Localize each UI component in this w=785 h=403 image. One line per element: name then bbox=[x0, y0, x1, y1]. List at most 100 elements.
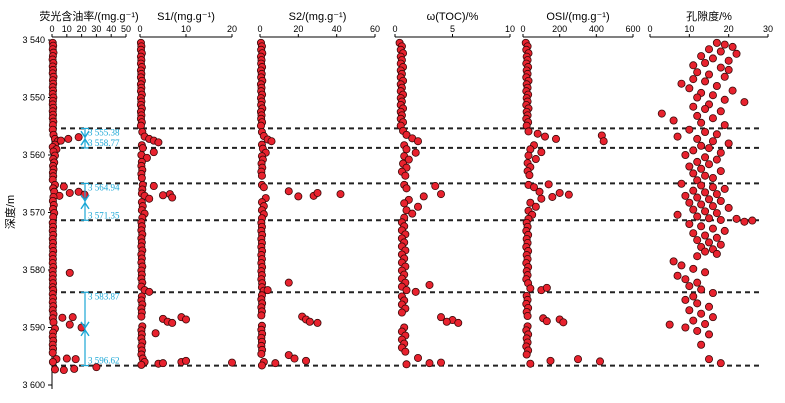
data-point bbox=[689, 146, 698, 155]
data-point bbox=[716, 359, 725, 368]
panel: ω(TOC)/% 0 5 10 bbox=[392, 11, 515, 369]
data-point bbox=[705, 160, 714, 169]
data-point bbox=[402, 360, 411, 369]
depth-tick-label: 3 550 bbox=[22, 93, 45, 103]
data-point bbox=[397, 308, 406, 317]
interval-arrow bbox=[80, 130, 90, 139]
data-point bbox=[259, 183, 268, 192]
data-point bbox=[681, 295, 690, 304]
data-point bbox=[716, 196, 725, 205]
data-point bbox=[720, 95, 729, 104]
depth-tick-label: 3 600 bbox=[22, 380, 45, 390]
data-point bbox=[689, 61, 698, 70]
data-point bbox=[62, 354, 71, 363]
data-point bbox=[531, 202, 540, 211]
data-point bbox=[693, 212, 702, 221]
depth-tick-label: 3 590 bbox=[22, 323, 45, 333]
data-point bbox=[305, 317, 314, 326]
data-point bbox=[158, 359, 167, 368]
panel-x-tick-label: 0 bbox=[520, 24, 525, 34]
data-point bbox=[574, 355, 583, 364]
data-point bbox=[64, 134, 73, 143]
data-point bbox=[524, 127, 533, 136]
data-point bbox=[411, 148, 420, 157]
panel-x-tick-label: 600 bbox=[625, 24, 640, 34]
data-point bbox=[701, 153, 710, 162]
data-point bbox=[720, 184, 729, 193]
data-point bbox=[669, 257, 678, 266]
data-point bbox=[284, 278, 293, 287]
data-point bbox=[701, 188, 710, 197]
data-point bbox=[137, 312, 146, 321]
data-point bbox=[693, 134, 702, 143]
data-point bbox=[526, 359, 535, 368]
interval-bottom-label: 3 596.62 bbox=[88, 356, 120, 366]
data-point bbox=[263, 286, 272, 295]
data-point bbox=[138, 144, 147, 153]
data-point bbox=[524, 151, 533, 160]
depth-tick-label: 3 540 bbox=[22, 35, 45, 45]
data-point bbox=[705, 302, 714, 311]
data-point bbox=[526, 198, 535, 207]
data-point bbox=[732, 214, 741, 223]
data-point bbox=[681, 191, 690, 200]
data-point bbox=[708, 91, 717, 100]
data-point bbox=[697, 52, 706, 61]
data-point bbox=[65, 320, 74, 329]
data-point bbox=[681, 323, 690, 332]
data-point bbox=[697, 285, 706, 294]
depth-axis-label: 深度/m bbox=[3, 195, 17, 229]
data-point bbox=[522, 350, 531, 359]
data-point bbox=[720, 72, 729, 81]
data-point bbox=[681, 275, 690, 284]
data-point bbox=[705, 70, 714, 79]
data-point bbox=[708, 202, 717, 211]
interval-top-label: 3 564.94 bbox=[88, 182, 120, 192]
data-point bbox=[724, 139, 733, 148]
data-point bbox=[697, 118, 706, 127]
panel: 孔隙度/% 0 10 20 30 bbox=[647, 9, 773, 368]
data-point bbox=[720, 226, 729, 235]
data-point bbox=[677, 179, 686, 188]
data-point bbox=[712, 38, 721, 47]
data-point bbox=[705, 214, 714, 223]
data-point bbox=[68, 313, 77, 322]
data-point bbox=[689, 102, 698, 111]
panel: 荧光含油率/(mg.g⁻¹)0 10 20 30 40 50 bbox=[39, 9, 160, 375]
data-point bbox=[151, 329, 160, 338]
data-point bbox=[693, 278, 702, 287]
data-point bbox=[689, 292, 698, 301]
panel-x-tick-label: 10 bbox=[684, 24, 694, 34]
data-point bbox=[716, 63, 725, 72]
data-point bbox=[542, 317, 551, 326]
data-point bbox=[705, 355, 714, 364]
panel-x-tick-label: 0 bbox=[137, 24, 142, 34]
interval-bottom-label: 3 558.77 bbox=[88, 138, 120, 148]
data-point bbox=[697, 200, 706, 209]
data-point bbox=[408, 209, 417, 218]
depth-axis: 深度/m 3 540 3 550 3 560 3 570 3 580 3 590 3 600 bbox=[3, 35, 53, 390]
data-point bbox=[740, 98, 749, 107]
data-point bbox=[685, 125, 694, 134]
data-point bbox=[708, 224, 717, 233]
data-point bbox=[400, 199, 409, 208]
data-point bbox=[425, 280, 434, 289]
data-point bbox=[290, 354, 299, 363]
panel: S1/(mg.g⁻¹) 0 10 20 bbox=[136, 11, 237, 369]
data-point bbox=[689, 169, 698, 178]
data-point bbox=[681, 150, 690, 159]
data-point bbox=[533, 129, 542, 138]
data-point bbox=[708, 54, 717, 63]
data-point bbox=[531, 155, 540, 164]
data-point bbox=[284, 351, 293, 360]
data-point bbox=[56, 136, 65, 145]
data-point bbox=[419, 192, 428, 201]
panel-x-tick-label: 10 bbox=[505, 24, 515, 34]
data-point bbox=[685, 219, 694, 228]
data-point bbox=[701, 127, 710, 136]
data-point bbox=[271, 359, 280, 368]
panel-x-tick-label: 400 bbox=[589, 24, 604, 34]
data-point bbox=[564, 190, 573, 199]
interval-arrow bbox=[80, 201, 90, 210]
